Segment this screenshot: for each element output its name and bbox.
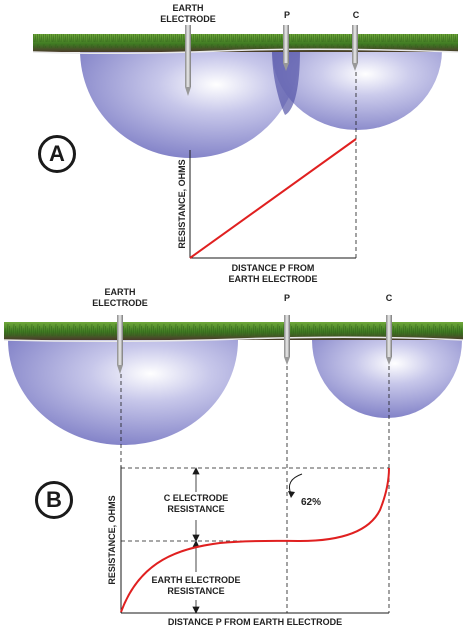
p-electrode-rod-b	[284, 315, 290, 365]
x-axis-label-a-line2: EARTH ELECTRODE	[228, 274, 318, 284]
panel-b-badge: B	[35, 481, 73, 519]
c-electrode-rod-a	[352, 25, 358, 71]
earth-electrode-sphere-a	[80, 50, 300, 158]
c-electrode-sphere-a	[272, 50, 442, 130]
x-axis-label-a-line1: DISTANCE P FROM	[231, 263, 315, 273]
earth-resistance-label-line2: RESISTANCE	[167, 586, 225, 596]
resistance-curve-b	[120, 467, 390, 613]
panel-a-badge: A	[38, 135, 76, 173]
c-electrode-resistance-label: C ELECTRODE RESISTANCE	[158, 493, 234, 515]
y-axis-label-b: RESISTANCE, OHMS	[107, 495, 117, 585]
earth-resistance-label-line1: EARTH ELECTRODE	[151, 575, 241, 585]
x-axis-label-a: DISTANCE P FROM EARTH ELECTRODE	[213, 263, 333, 285]
earth-electrode-label-b-line1: EARTH	[104, 287, 136, 297]
earth-electrode-resistance-label: EARTH ELECTRODE RESISTANCE	[148, 575, 244, 597]
earth-electrode-label-a-line2: ELECTRODE	[160, 14, 216, 24]
earth-electrode-sphere-b	[8, 340, 238, 445]
earth-electrode-label-a: EARTH ELECTRODE	[148, 3, 228, 25]
x-axis-label-b: DISTANCE P FROM EARTH ELECTRODE	[167, 617, 343, 627]
c-label-b: C	[385, 293, 393, 303]
earth-electrode-rod-a	[185, 25, 191, 96]
percent-pointer-arrow	[288, 473, 303, 495]
resistance-line-a	[189, 138, 357, 259]
earth-electrode-rod-b	[117, 315, 123, 374]
earth-resistance-dimension-arrow	[192, 540, 200, 614]
p-electrode-rod-a	[283, 25, 289, 71]
c-resistance-label-line1: C ELECTRODE	[163, 493, 229, 503]
c-electrode-rod-b	[386, 315, 392, 365]
percent-label: 62%	[300, 497, 321, 508]
p-label-b: P	[283, 293, 290, 303]
y-axis-label-a: RESISTANCE, OHMS	[177, 159, 187, 249]
c-resistance-dimension-arrow	[192, 467, 200, 542]
c-resistance-label-line2: RESISTANCE	[167, 504, 225, 514]
earth-electrode-label-a-line1: EARTH	[172, 3, 204, 13]
earth-electrode-label-b-line2: ELECTRODE	[92, 298, 148, 308]
c-electrode-sphere-b	[312, 340, 462, 418]
earth-electrode-label-b: EARTH ELECTRODE	[80, 287, 160, 309]
c-label-a: C	[352, 10, 360, 20]
sphere-overlap-a	[272, 50, 300, 115]
p-label-a: P	[283, 10, 290, 20]
